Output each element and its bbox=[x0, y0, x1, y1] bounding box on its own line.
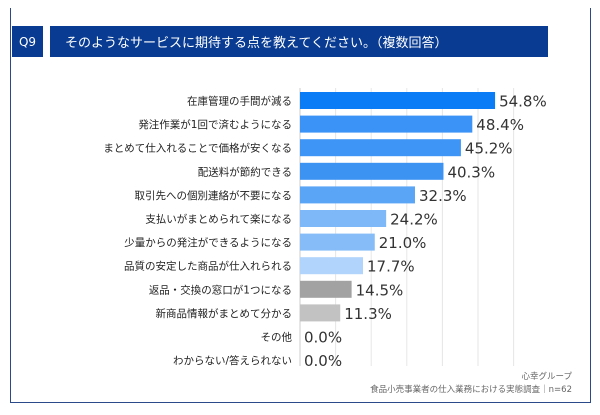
category-label: 少量からの発注ができるようになる bbox=[124, 236, 292, 249]
data-label: 11.3% bbox=[344, 305, 392, 323]
category-label: 配送料が節約できる bbox=[198, 165, 292, 178]
category-label: わからない/答えられない bbox=[173, 354, 292, 367]
source-company: 心幸グループ bbox=[521, 372, 573, 382]
bar bbox=[300, 210, 387, 227]
bar bbox=[300, 162, 444, 180]
data-label: 0.0% bbox=[304, 329, 342, 347]
category-label: 新商品情報がまとめて分かる bbox=[156, 307, 293, 320]
bar bbox=[300, 139, 461, 157]
data-label: 54.8% bbox=[499, 93, 547, 111]
category-label: 支払いがまとめられて楽になる bbox=[145, 213, 292, 226]
data-label: 21.0% bbox=[379, 234, 427, 252]
bar bbox=[300, 186, 415, 204]
data-label: 32.3% bbox=[419, 187, 467, 205]
question-title: そのようなサービスに期待する点を教えてください。（複数回答） bbox=[50, 26, 548, 57]
bar bbox=[300, 115, 473, 133]
category-label: まとめて仕入れることで価格が安くなる bbox=[103, 142, 292, 155]
category-label: 品質の安定した商品が仕入れられる bbox=[124, 260, 292, 273]
data-label: 14.5% bbox=[356, 281, 404, 299]
category-label: その他 bbox=[261, 331, 293, 344]
question-number: Q9 bbox=[12, 26, 43, 57]
category-label: 在庫管理の手間が減る bbox=[187, 95, 292, 108]
data-label: 40.3% bbox=[447, 163, 495, 181]
bar bbox=[300, 92, 496, 109]
bar bbox=[300, 304, 341, 322]
bar bbox=[300, 280, 352, 298]
bar bbox=[300, 257, 364, 275]
data-label: 17.7% bbox=[367, 258, 415, 276]
data-label: 48.4% bbox=[476, 116, 524, 134]
bar bbox=[300, 233, 375, 251]
chart-card bbox=[10, 8, 591, 403]
data-label: 0.0% bbox=[304, 352, 342, 370]
category-label: 取引先への個別連絡が不要になる bbox=[135, 189, 293, 202]
data-label: 45.2% bbox=[465, 140, 513, 158]
source-survey: 食品小売事業者の仕入業務における実態調査｜n=62 bbox=[370, 385, 572, 395]
data-label: 24.2% bbox=[390, 211, 438, 229]
category-label: 返品・交換の窓口が1つになる bbox=[149, 283, 292, 296]
category-label: 発注作業が1回で済むようになる bbox=[138, 118, 292, 131]
